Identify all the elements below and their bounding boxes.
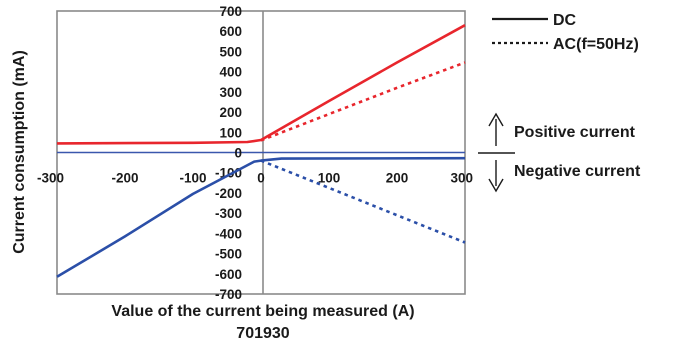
y-tick-label: 600 [219, 24, 242, 39]
y-tick-label: -500 [215, 247, 242, 262]
chart-caption: 701930 [236, 325, 289, 342]
series-line-ac-negative [260, 159, 466, 244]
series-line-dc-negative [56, 156, 466, 278]
x-tick-label: 200 [386, 171, 409, 186]
y-tick-label: 700 [219, 4, 242, 19]
x-tick-label: 300 [450, 171, 473, 186]
negative-current-label: Negative current [514, 163, 641, 180]
series-lines [56, 24, 466, 278]
x-tick-label: -300 [37, 171, 64, 186]
y-tick-label: -200 [215, 186, 242, 201]
x-axis-title: Value of the current being measured (A) [111, 303, 414, 320]
y-tick-label: 0 [234, 146, 242, 161]
y-tick-label: -600 [215, 267, 242, 282]
x-tick-label: -100 [179, 171, 206, 186]
polarity-annotation: Positive current Negative current [478, 112, 641, 193]
y-tick-label: 100 [219, 125, 242, 140]
series-line-ac-positive [260, 61, 466, 142]
y-tick-label: 400 [219, 65, 242, 80]
y-tick-label: -300 [215, 206, 242, 221]
positive-current-label: Positive current [514, 124, 636, 141]
down-arrow-icon [488, 178, 504, 193]
y-tick-label: 300 [219, 85, 242, 100]
x-tick-label: 0 [257, 171, 265, 186]
up-arrow-icon [488, 112, 504, 127]
legend: DC AC(f=50Hz) [492, 12, 639, 53]
x-tick-label: -200 [111, 171, 138, 186]
x-tick-labels: -300 -200 -100 0 100 200 300 [37, 171, 473, 186]
y-tick-label: -100 [215, 166, 242, 181]
y-tick-label: -700 [215, 287, 242, 302]
y-tick-label: 500 [219, 44, 242, 59]
y-tick-labels: 700 600 500 400 300 200 100 0 -100 -200 -300 -400 -5… [215, 4, 242, 302]
y-tick-label: -400 [215, 226, 242, 241]
y-tick-label: 200 [219, 105, 242, 120]
x-tick-label: 100 [318, 171, 341, 186]
legend-dc-label: DC [553, 12, 577, 29]
legend-ac-label: AC(f=50Hz) [553, 36, 639, 53]
y-axis-title: Current consumption (mA) [11, 50, 28, 254]
